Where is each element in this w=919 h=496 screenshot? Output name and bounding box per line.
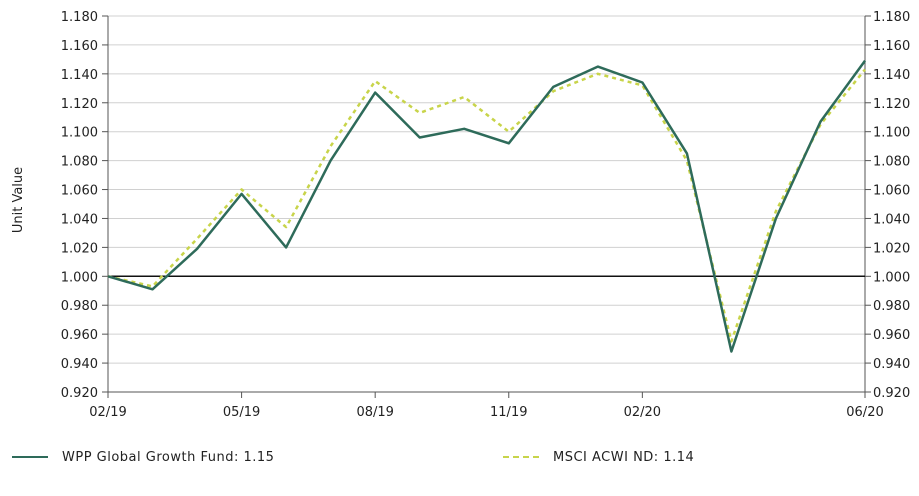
x-tick-label: 06/20 [846, 405, 883, 420]
y-tick-label-right: 0.920 [873, 386, 910, 401]
series-line-index [107, 68, 866, 343]
legend-label-fund: WPP Global Growth Fund: 1.15 [62, 449, 275, 465]
y-tick-label-left: 1.120 [61, 97, 98, 112]
legend-item-fund: WPP Global Growth Fund: 1.15 [12, 446, 274, 468]
y-tick-label-right: 1.060 [873, 184, 910, 199]
x-tick-label: 05/19 [223, 405, 260, 420]
y-tick-label-left: 1.100 [61, 126, 98, 141]
y-tick-label-right: 1.160 [873, 39, 910, 54]
x-tick-label: 11/19 [490, 405, 527, 420]
legend-label-index: MSCI ACWI ND: 1.14 [553, 449, 695, 465]
y-tick-label-left: 1.000 [61, 270, 98, 285]
y-tick-label-left: 1.060 [61, 184, 98, 199]
legend-swatch-fund [12, 456, 48, 458]
series-lines [107, 60, 867, 353]
x-tick-label: 08/19 [356, 405, 393, 420]
y-tick-label-left: 1.140 [61, 68, 98, 83]
y-tick-label-right: 1.000 [873, 270, 910, 285]
x-tick-label: 02/20 [624, 405, 661, 420]
legend-swatch-index [503, 456, 539, 458]
y-axis-right-ticks: 0.920 0.940 0.960 0.980 1.000 1.020 1.040 1.060… [873, 10, 910, 401]
y-tick-label-right: 0.980 [873, 299, 910, 314]
gridlines [102, 15, 871, 393]
y-tick-label-left: 0.940 [61, 357, 98, 372]
y-tick-label-right: 0.940 [873, 357, 910, 372]
y-tick-label-left: 0.960 [61, 328, 98, 343]
legend-item-index: MSCI ACWI ND: 1.14 [503, 446, 694, 468]
y-tick-label-left: 1.080 [61, 155, 98, 170]
y-tick-label-left: 0.920 [61, 386, 98, 401]
y-axis-label: Unit Value [11, 167, 26, 233]
x-axis-ticks: 02/19 05/19 08/19 11/19 02/20 06/20 [89, 392, 884, 420]
y-tick-label-left: 0.980 [61, 299, 98, 314]
y-tick-label-left: 1.040 [61, 212, 98, 227]
line-chart: 0.920 0.940 0.960 0.980 1.000 1.020 1.040 1.060… [11, 10, 910, 420]
y-tick-label-left: 1.160 [61, 39, 98, 54]
y-tick-label-left: 1.180 [61, 10, 98, 25]
y-tick-label-right: 1.040 [873, 212, 910, 227]
y-tick-label-right: 1.120 [873, 97, 910, 112]
axes [107, 16, 866, 393]
y-tick-label-right: 1.080 [873, 155, 910, 170]
y-axis-left-ticks: 0.920 0.940 0.960 0.980 1.000 1.020 1.040 1.060… [61, 10, 98, 401]
y-tick-label-right: 1.100 [873, 126, 910, 141]
y-tick-label-right: 1.020 [873, 241, 910, 256]
x-tick-label: 02/19 [89, 405, 126, 420]
y-tick-label-right: 0.960 [873, 328, 910, 343]
y-tick-label-right: 1.140 [873, 68, 910, 83]
series-line-fund [107, 60, 867, 353]
y-tick-label-right: 1.180 [873, 10, 910, 25]
y-tick-label-left: 1.020 [61, 241, 98, 256]
